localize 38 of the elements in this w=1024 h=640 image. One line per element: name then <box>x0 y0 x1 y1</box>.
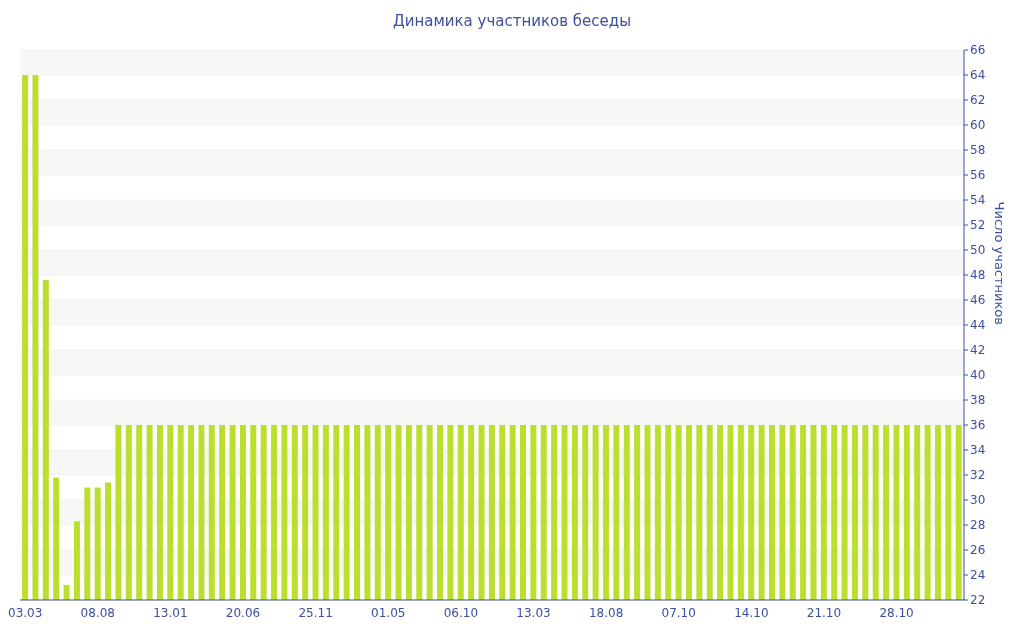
y-tick-label: 38 <box>970 393 986 408</box>
y-tick-label: 34 <box>970 443 986 458</box>
y-tick-label: 54 <box>970 193 986 208</box>
x-tick-label: 06.10 <box>443 605 479 620</box>
y-tick-label: 56 <box>970 168 986 183</box>
y-tick-label: 28 <box>970 518 986 533</box>
y-tick-label: 46 <box>970 293 986 308</box>
x-tick-label: 18.08 <box>588 605 624 620</box>
x-tick-label: 08.08 <box>80 605 115 620</box>
y-tick-label: 60 <box>970 118 986 133</box>
x-tick-label: 13.01 <box>153 605 188 620</box>
y-tick-label: 22 <box>970 593 986 608</box>
x-tick-label: 13.03 <box>516 605 551 620</box>
x-tick-label: 20.06 <box>225 605 261 620</box>
y-tick-label: 52 <box>970 218 986 233</box>
x-tick-label: 07.10 <box>661 605 696 620</box>
x-tick-label: 03.03 <box>8 605 43 620</box>
chart-title: Динамика участников беседы <box>391 12 632 30</box>
y-axis-title: Число участников <box>992 201 1008 325</box>
y-tick-label: 36 <box>970 418 986 433</box>
x-tick-label: 14.10 <box>734 605 769 620</box>
y-tick-label: 50 <box>970 243 986 258</box>
x-tick-label: 21.10 <box>806 605 842 620</box>
y-tick-label: 64 <box>970 68 986 83</box>
y-tick-label: 42 <box>970 343 986 358</box>
y-tick-label: 58 <box>970 143 986 158</box>
y-tick-label: 30 <box>970 493 986 508</box>
x-tick-label: 28.10 <box>879 605 914 620</box>
y-tick-label: 66 <box>970 43 986 58</box>
y-tick-label: 24 <box>970 568 986 583</box>
y-tick-label: 40 <box>970 368 986 383</box>
x-tick-label: 25.11 <box>298 605 333 620</box>
x-tick-label: 01.05 <box>371 605 406 620</box>
y-tick-label: 26 <box>970 543 986 558</box>
y-tick-label: 32 <box>970 468 986 483</box>
y-tick-label: 62 <box>970 93 986 108</box>
y-tick-label: 44 <box>970 318 986 333</box>
y-tick-label: 48 <box>970 268 986 283</box>
